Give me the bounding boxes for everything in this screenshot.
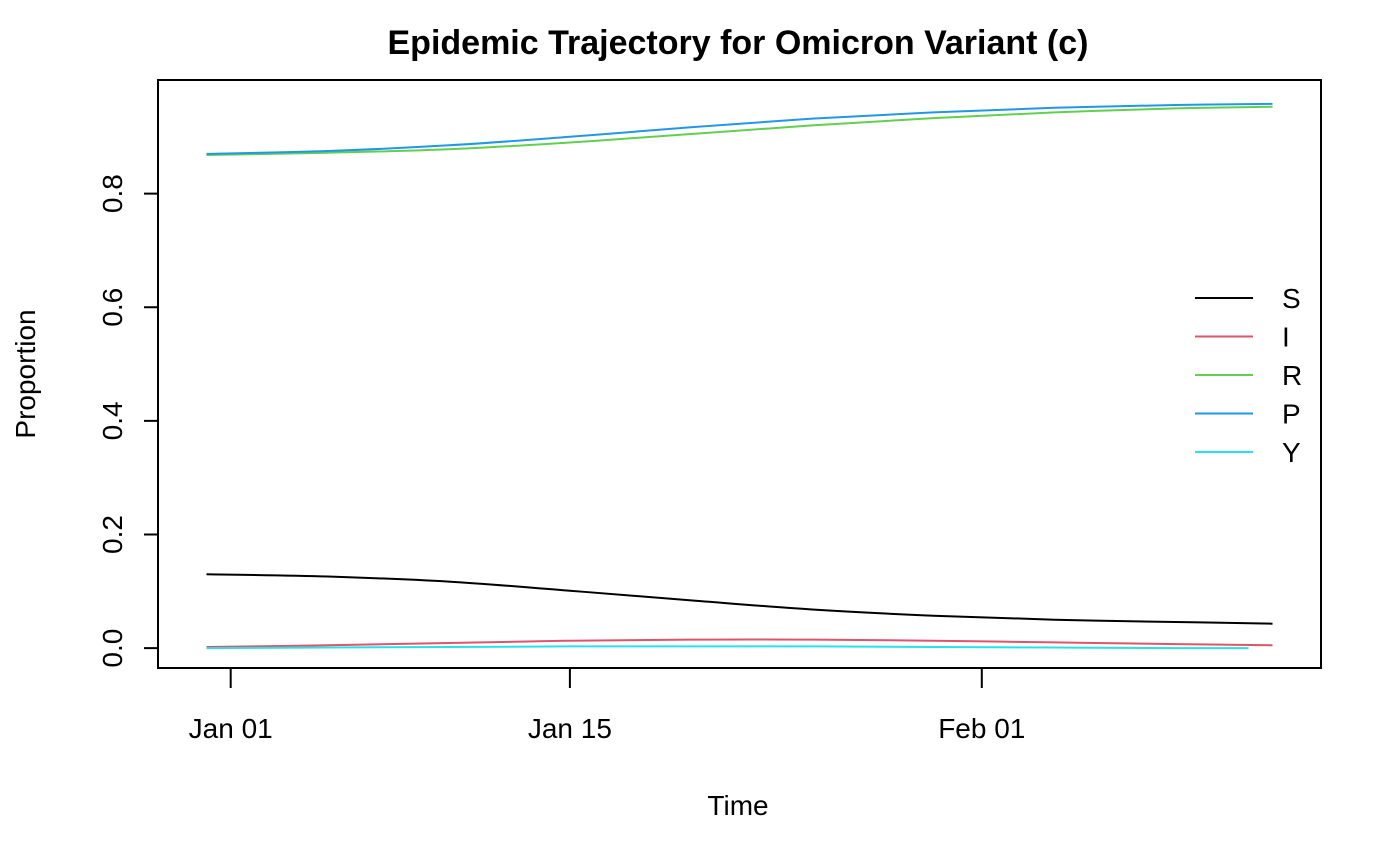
series-line-s [206,573,1273,625]
chart-title: Epidemic Trajectory for Omicron Variant … [388,24,1089,62]
legend-label-p: P [1282,399,1301,430]
y-tick-label: 0.0 [97,629,128,668]
y-axis: 0.0 0.2 0.4 0.6 0.8 [97,174,159,668]
x-axis-label: Time [707,790,768,821]
plot-frame [157,79,1322,669]
x-tick-label: Jan 01 [189,713,273,744]
x-tick-label: Feb 01 [938,713,1025,744]
y-tick-label: 0.4 [97,401,128,440]
y-axis-label: Proportion [10,309,41,438]
series-line-p [206,102,1273,155]
y-tick-label: 0.2 [97,515,128,554]
legend-label-y: Y [1282,437,1301,468]
x-axis: Jan 01 Jan 15 Feb 01 [189,667,1025,744]
y-tick-label: 0.8 [97,174,128,213]
legend-label-r: R [1282,360,1302,391]
series-line-y [206,645,1249,650]
series-line-r [206,105,1273,156]
legend-label-i: I [1282,322,1290,353]
x-tick-label: Jan 15 [528,713,612,744]
series-line-i [206,638,1273,648]
legend-label-s: S [1282,283,1301,314]
y-tick-label: 0.6 [97,288,128,327]
series-lines [206,102,1273,650]
